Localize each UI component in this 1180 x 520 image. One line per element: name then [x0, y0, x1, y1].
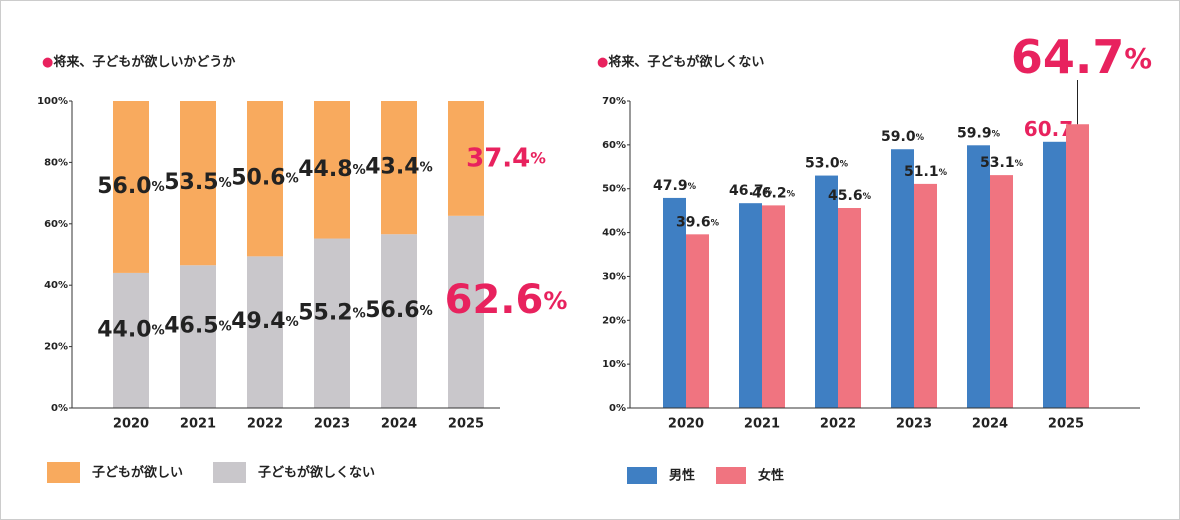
value-label: 62.6%	[445, 277, 568, 323]
legend-swatch	[627, 467, 657, 484]
bar	[663, 197, 686, 408]
y-tick-label: 20%	[602, 315, 626, 326]
bar-segment	[113, 101, 149, 273]
value-label: 43.4%	[365, 155, 433, 180]
bar-segment	[247, 101, 283, 257]
x-tick-label: 2024	[381, 417, 417, 432]
y-tick-label: 20%	[44, 342, 68, 353]
y-tick-label: 40%	[602, 228, 626, 239]
value-label: 46.5%	[164, 314, 232, 339]
legend-label: 女性	[758, 468, 784, 484]
value-label: 44.8%	[298, 157, 366, 182]
chart-title: ●将来、子どもが欲しくない	[597, 54, 764, 70]
bar	[762, 205, 785, 408]
value-label: 56.6%	[365, 298, 433, 323]
x-tick-label: 2022	[247, 417, 283, 432]
y-tick-label: 60%	[602, 140, 626, 151]
value-label: 64.7%	[1011, 30, 1152, 84]
bar	[686, 234, 709, 408]
bar-segment	[381, 101, 417, 235]
value-label: 50.6%	[231, 166, 299, 191]
bar-segment	[180, 265, 216, 408]
x-tick-label: 2025	[1048, 417, 1084, 432]
y-tick-label: 50%	[602, 184, 626, 195]
bar	[967, 145, 990, 408]
value-label: 46.2%	[752, 185, 796, 201]
bar-segment	[180, 101, 216, 266]
value-label: 37.4%	[466, 143, 546, 173]
value-label: 59.9%	[957, 125, 1001, 141]
bar	[838, 208, 861, 408]
x-tick-label: 2020	[668, 417, 704, 432]
value-label: 45.6%	[828, 188, 872, 204]
y-tick-label: 10%	[602, 359, 626, 370]
x-tick-label: 2022	[820, 417, 856, 432]
legend-swatch	[47, 462, 80, 483]
bar	[815, 175, 838, 408]
bar	[1043, 141, 1066, 408]
legend-label: 子どもが欲しくない	[258, 465, 375, 481]
bar-segment	[113, 272, 149, 408]
x-tick-label: 2025	[448, 417, 484, 432]
x-tick-label: 2023	[314, 417, 350, 432]
y-tick-label: 0%	[51, 403, 68, 414]
value-label: 51.1%	[904, 164, 948, 180]
x-tick-label: 2021	[180, 417, 216, 432]
y-tick-label: 0%	[609, 403, 626, 414]
y-tick-label: 60%	[44, 219, 68, 230]
bar	[1066, 124, 1089, 408]
bar	[990, 175, 1013, 408]
bar-segment	[448, 215, 484, 408]
bar	[891, 149, 914, 408]
x-tick-label: 2021	[744, 417, 780, 432]
y-tick-label: 100%	[37, 96, 68, 107]
value-label: 55.2%	[298, 300, 366, 325]
chart-title: ●将来、子どもが欲しいかどうか	[42, 54, 235, 70]
value-label: 53.0%	[805, 156, 849, 172]
value-label: 53.5%	[164, 170, 232, 195]
y-tick-label: 80%	[44, 157, 68, 168]
legend-swatch	[213, 462, 246, 483]
legend-label: 男性	[669, 468, 695, 484]
bar	[914, 183, 937, 408]
value-label: 39.6%	[676, 214, 720, 230]
value-label: 49.4%	[231, 309, 299, 334]
value-label: 46.7%	[729, 183, 773, 199]
value-label: 56.0%	[97, 174, 165, 199]
y-tick-label: 70%	[602, 96, 626, 107]
bar-segment	[381, 234, 417, 408]
value-label: 47.9%	[653, 178, 697, 194]
x-tick-label: 2023	[896, 417, 932, 432]
bar-segment	[247, 256, 283, 408]
bar-segment	[314, 101, 350, 239]
x-tick-label: 2024	[972, 417, 1008, 432]
bar-segment	[448, 101, 484, 216]
x-tick-label: 2020	[113, 417, 149, 432]
bar-segment	[314, 238, 350, 408]
legend-swatch	[716, 467, 746, 484]
value-label: 59.0%	[881, 129, 925, 145]
bar	[739, 203, 762, 408]
value-label: 53.1%	[980, 155, 1024, 171]
y-tick-label: 30%	[602, 271, 626, 282]
value-label: 44.0%	[97, 317, 165, 342]
legend-label: 子どもが欲しい	[92, 465, 183, 481]
y-tick-label: 40%	[44, 280, 68, 291]
